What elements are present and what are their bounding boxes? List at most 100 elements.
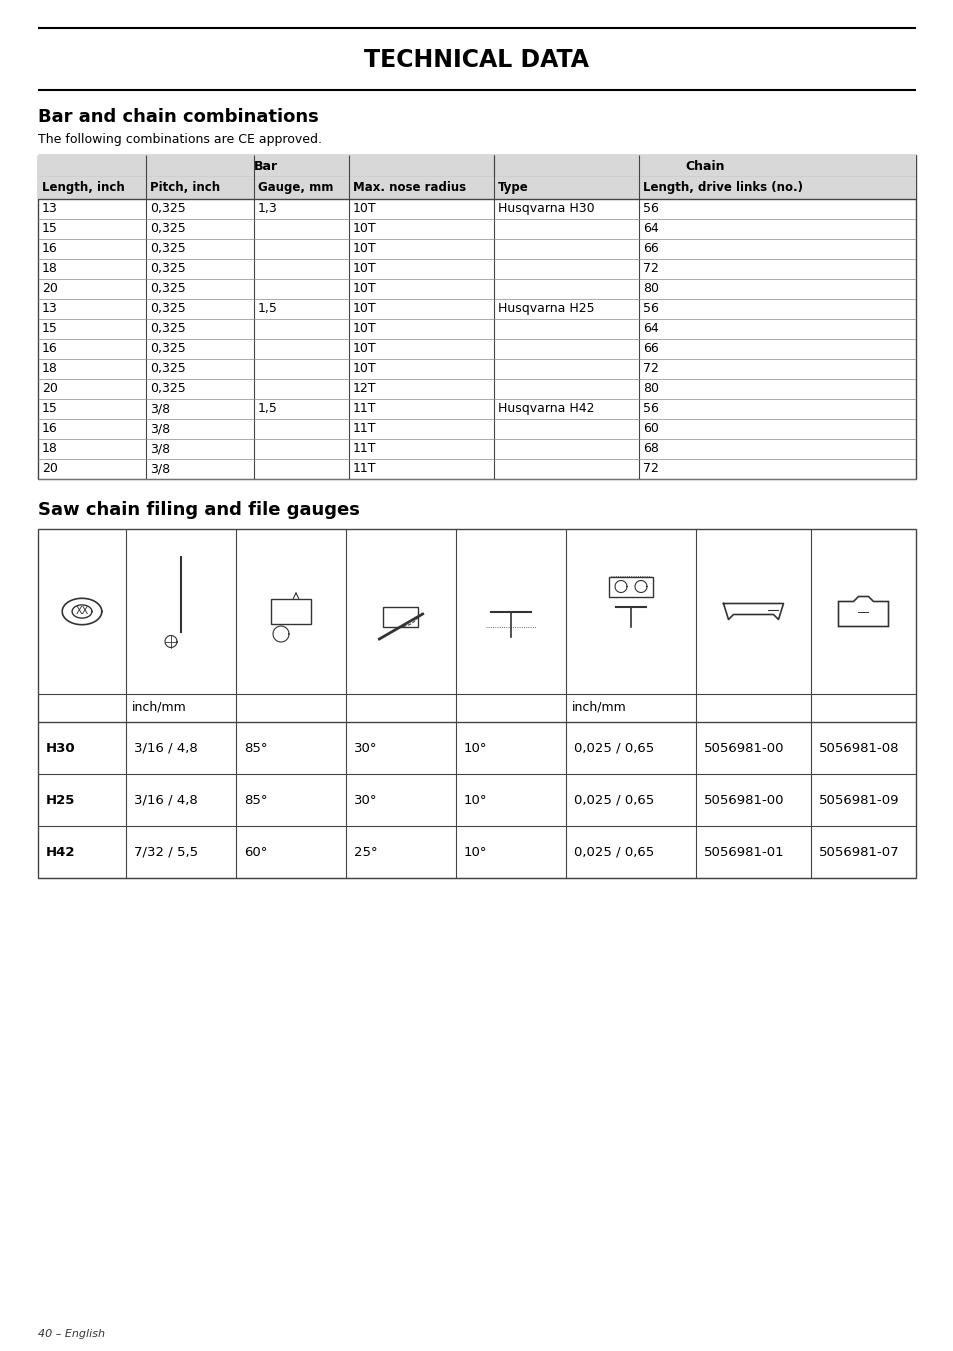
Text: 11T: 11T	[353, 403, 376, 415]
Text: 3/16 / 4,8: 3/16 / 4,8	[133, 793, 197, 807]
Text: 10°: 10°	[463, 793, 487, 807]
Text: 0,325: 0,325	[150, 322, 186, 335]
Text: 0,025 / 0,65: 0,025 / 0,65	[574, 793, 654, 807]
Text: 0,325: 0,325	[150, 382, 186, 394]
Text: 66: 66	[642, 342, 659, 355]
Text: H42: H42	[46, 846, 75, 858]
Bar	[38, 155, 915, 177]
Text: 13: 13	[42, 203, 58, 215]
Text: 5056981-07: 5056981-07	[818, 846, 899, 858]
Text: 64: 64	[642, 222, 659, 235]
Text: 15: 15	[42, 403, 58, 415]
Text: Chain: Chain	[684, 159, 724, 173]
Text: 3/8: 3/8	[150, 442, 170, 455]
Text: 10T: 10T	[353, 342, 376, 355]
Bar	[38, 155, 915, 480]
Text: 85°: 85°	[244, 742, 267, 754]
Text: 13: 13	[42, 303, 58, 315]
Text: 11T: 11T	[353, 422, 376, 435]
Bar	[38, 530, 915, 878]
Text: 10T: 10T	[353, 282, 376, 295]
Text: 10T: 10T	[353, 303, 376, 315]
Text: 3/8: 3/8	[150, 462, 170, 476]
Text: H25: H25	[46, 793, 75, 807]
Text: 15: 15	[42, 222, 58, 235]
Text: 10T: 10T	[353, 242, 376, 255]
Text: 5056981‑09: 5056981‑09	[818, 793, 899, 807]
Text: 1,5: 1,5	[257, 303, 277, 315]
Text: 5056981‑00: 5056981‑00	[703, 742, 783, 754]
Text: 0,325: 0,325	[150, 282, 186, 295]
Text: 56: 56	[642, 203, 659, 215]
Text: 11T: 11T	[353, 442, 376, 455]
Text: 10°: 10°	[463, 846, 487, 858]
Text: Pitch, inch: Pitch, inch	[150, 181, 220, 195]
Text: 80: 80	[642, 382, 659, 394]
Text: 20: 20	[42, 382, 58, 394]
Text: Bar and chain combinations: Bar and chain combinations	[38, 108, 318, 126]
Text: 18: 18	[42, 262, 58, 276]
Text: 0,325: 0,325	[150, 342, 186, 355]
Text: 5056981‑00: 5056981‑00	[703, 793, 783, 807]
Text: 16: 16	[42, 342, 58, 355]
Text: Length, drive links (no.): Length, drive links (no.)	[642, 181, 802, 195]
Text: 80: 80	[642, 282, 659, 295]
Text: The following combinations are CE approved.: The following combinations are CE approv…	[38, 132, 322, 146]
Text: 0,325: 0,325	[150, 303, 186, 315]
Text: 3/8: 3/8	[150, 422, 170, 435]
Text: 10T: 10T	[353, 322, 376, 335]
Text: 68: 68	[642, 442, 659, 455]
Text: H30: H30	[46, 742, 75, 754]
Text: 40 – English: 40 – English	[38, 1329, 105, 1339]
Text: 0,325: 0,325	[150, 362, 186, 376]
Text: Gauge, mm: Gauge, mm	[257, 181, 333, 195]
Text: 0,025 / 0,65: 0,025 / 0,65	[574, 742, 654, 754]
Text: 56: 56	[642, 403, 659, 415]
Text: 72: 72	[642, 262, 659, 276]
Text: Length, inch: Length, inch	[42, 181, 125, 195]
Text: Husqvarna H30: Husqvarna H30	[497, 203, 594, 215]
Text: 1,5: 1,5	[257, 403, 277, 415]
Text: 0,325: 0,325	[150, 262, 186, 276]
Text: 30°: 30°	[354, 742, 377, 754]
Text: 12T: 12T	[353, 382, 376, 394]
Text: 10T: 10T	[353, 203, 376, 215]
Text: Husqvarna H25: Husqvarna H25	[497, 303, 594, 315]
Text: 3/16 / 4,8: 3/16 / 4,8	[133, 742, 197, 754]
Text: 15: 15	[42, 322, 58, 335]
Text: 60: 60	[642, 422, 659, 435]
Text: 18: 18	[42, 362, 58, 376]
Text: 72: 72	[642, 462, 659, 476]
Bar	[38, 177, 915, 199]
Text: 0,325: 0,325	[150, 222, 186, 235]
Text: 16: 16	[42, 422, 58, 435]
Text: 18: 18	[42, 442, 58, 455]
Text: 11T: 11T	[353, 462, 376, 476]
Text: 0,025 / 0,65: 0,025 / 0,65	[574, 846, 654, 858]
Bar	[383, 607, 418, 627]
Text: XX: XX	[75, 607, 89, 616]
Text: 20: 20	[42, 282, 58, 295]
Text: 20: 20	[42, 462, 58, 476]
Text: 60°: 60°	[244, 846, 267, 858]
Text: 66: 66	[642, 242, 659, 255]
Text: Bar: Bar	[253, 159, 277, 173]
Text: 1,3: 1,3	[257, 203, 277, 215]
Text: 56: 56	[642, 303, 659, 315]
Text: inch/mm: inch/mm	[132, 700, 187, 713]
Text: 5056981-01: 5056981-01	[703, 846, 783, 858]
Text: Saw chain filing and file gauges: Saw chain filing and file gauges	[38, 501, 359, 519]
Text: 10T: 10T	[353, 362, 376, 376]
Text: Husqvarna H42: Husqvarna H42	[497, 403, 594, 415]
Text: 5056981‑08: 5056981‑08	[818, 742, 899, 754]
Text: 10T: 10T	[353, 222, 376, 235]
Bar	[271, 598, 311, 624]
Text: inch/mm: inch/mm	[572, 700, 626, 713]
Text: 25°: 25°	[354, 846, 377, 858]
Text: 30°: 30°	[354, 793, 377, 807]
Text: 72: 72	[642, 362, 659, 376]
Text: 7/32 / 5,5: 7/32 / 5,5	[133, 846, 198, 858]
Text: 3/8: 3/8	[150, 403, 170, 415]
Text: 0,325: 0,325	[150, 203, 186, 215]
Text: 64: 64	[642, 322, 659, 335]
